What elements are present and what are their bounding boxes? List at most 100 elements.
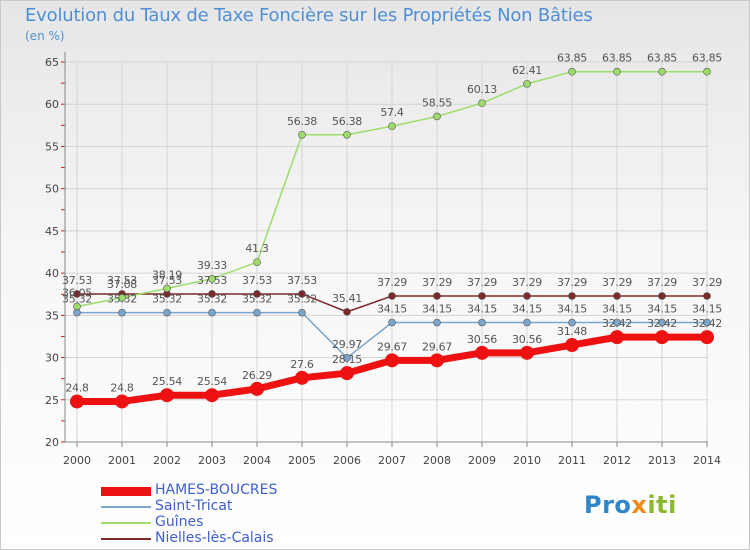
x-tick-label: 2005 [288,454,316,467]
data-label: 29.67 [377,340,407,353]
data-label: 35.32 [242,293,272,306]
data-label: 34.15 [557,303,587,316]
data-label: 34.15 [647,303,677,316]
data-point [208,274,216,283]
data-label: 37.29 [647,276,677,289]
data-label: 34.15 [692,303,722,316]
data-label: 29.67 [422,340,452,353]
data-point [385,353,399,368]
legend-swatch [101,522,151,524]
x-tick-label: 2011 [558,454,586,467]
data-point [568,292,576,300]
data-point [433,112,441,121]
data-label: 37.53 [242,274,272,287]
grid-lines [65,61,708,443]
axes: 20 25 30 35 40 45 50 55 60 65 2000 2001 2002 2003 2004… [45,52,721,467]
data-point [388,122,396,130]
data-point [253,290,261,298]
data-label: 35.32 [287,293,317,306]
legend-item: Saint-Tricat [101,498,361,515]
data-label: 37.29 [692,276,722,289]
data-label: 24.8 [65,381,89,394]
data-label: 37.29 [512,276,542,289]
data-label: 37.53 [107,274,137,287]
data-label: 30.56 [467,333,497,346]
data-label: 58.55 [422,96,452,109]
data-label: 63.85 [647,52,677,65]
data-point [568,67,576,76]
x-tick-label: 2004 [243,454,271,467]
legend-item: HAMES-BOUCRES [101,482,361,499]
data-label: 32.42 [602,317,632,330]
data-point [658,292,666,300]
data-point [703,318,711,327]
data-label: 36.05 [62,286,92,299]
data-label: 32.42 [692,317,722,330]
data-label: 35.32 [107,293,137,306]
data-point [343,130,351,139]
y-tick-label: 35 [45,309,59,322]
x-tick-label: 2013 [648,454,676,467]
data-point [343,354,351,362]
data-label: 25.54 [197,375,227,388]
legend-swatch [101,486,151,496]
data-labels: 24.8 24.8 25.54 25.54 26.29 27.6 28.15 29.67 29.… [62,52,723,395]
y-tick-label: 25 [45,394,59,407]
data-label: 57.4 [380,106,404,119]
data-point [253,258,261,266]
data-label: 30.56 [512,333,542,346]
proxiti-logo: Proxiti [584,491,677,519]
data-label: 26.29 [242,369,272,382]
data-point [73,290,81,298]
data-label: 24.8 [110,381,134,394]
data-label: 25.54 [152,375,182,388]
data-label: 37.53 [152,274,182,287]
data-label: 34.15 [422,303,452,316]
y-axis-unit: (en %) [25,29,65,43]
data-point [478,292,486,300]
x-tick-label: 2006 [333,454,361,467]
data-point [658,67,666,76]
y-tick-label: 55 [45,140,59,153]
data-label: 34.15 [377,303,407,316]
data-point [70,394,84,409]
data-point [523,292,531,300]
data-label: 34.15 [467,303,497,316]
legend-swatch [101,538,151,540]
data-label: 63.85 [602,52,632,65]
x-tick-label: 2014 [693,454,721,467]
data-point [430,353,444,368]
legend-label: HAMES-BOUCRES [155,482,278,498]
legend: HAMES-BOUCRES Saint-Tricat Guînes Nielles-l… [101,482,361,547]
data-label: 29.97 [332,338,362,351]
data-label: 37.29 [422,276,452,289]
data-point [565,338,579,353]
x-tick-label: 2012 [603,454,631,467]
data-point [298,130,306,139]
data-label: 37.29 [557,276,587,289]
data-point [523,80,531,88]
data-point [298,308,306,317]
data-point [73,308,81,317]
data-point [613,292,621,300]
data-label: 37.53 [287,274,317,287]
legend-item: Guînes [101,514,361,531]
data-point [388,292,396,300]
legend-label: Guînes [155,514,204,530]
data-label: 35.32 [197,293,227,306]
x-tick-label: 2007 [378,454,406,467]
data-label: 35.32 [152,293,182,306]
data-point [163,308,171,317]
data-label: 37.29 [377,276,407,289]
data-point [613,318,621,327]
x-tick-label: 2002 [153,454,181,467]
legend-label: Saint-Tricat [155,498,233,514]
data-label: 37.29 [467,276,497,289]
chart-title: Evolution du Taux de Taxe Foncière sur l… [25,5,593,26]
data-label: 34.15 [602,303,632,316]
data-point [478,318,486,327]
data-label: 37.53 [62,274,92,287]
data-label: 37.08 [107,278,137,291]
data-point [343,308,351,316]
